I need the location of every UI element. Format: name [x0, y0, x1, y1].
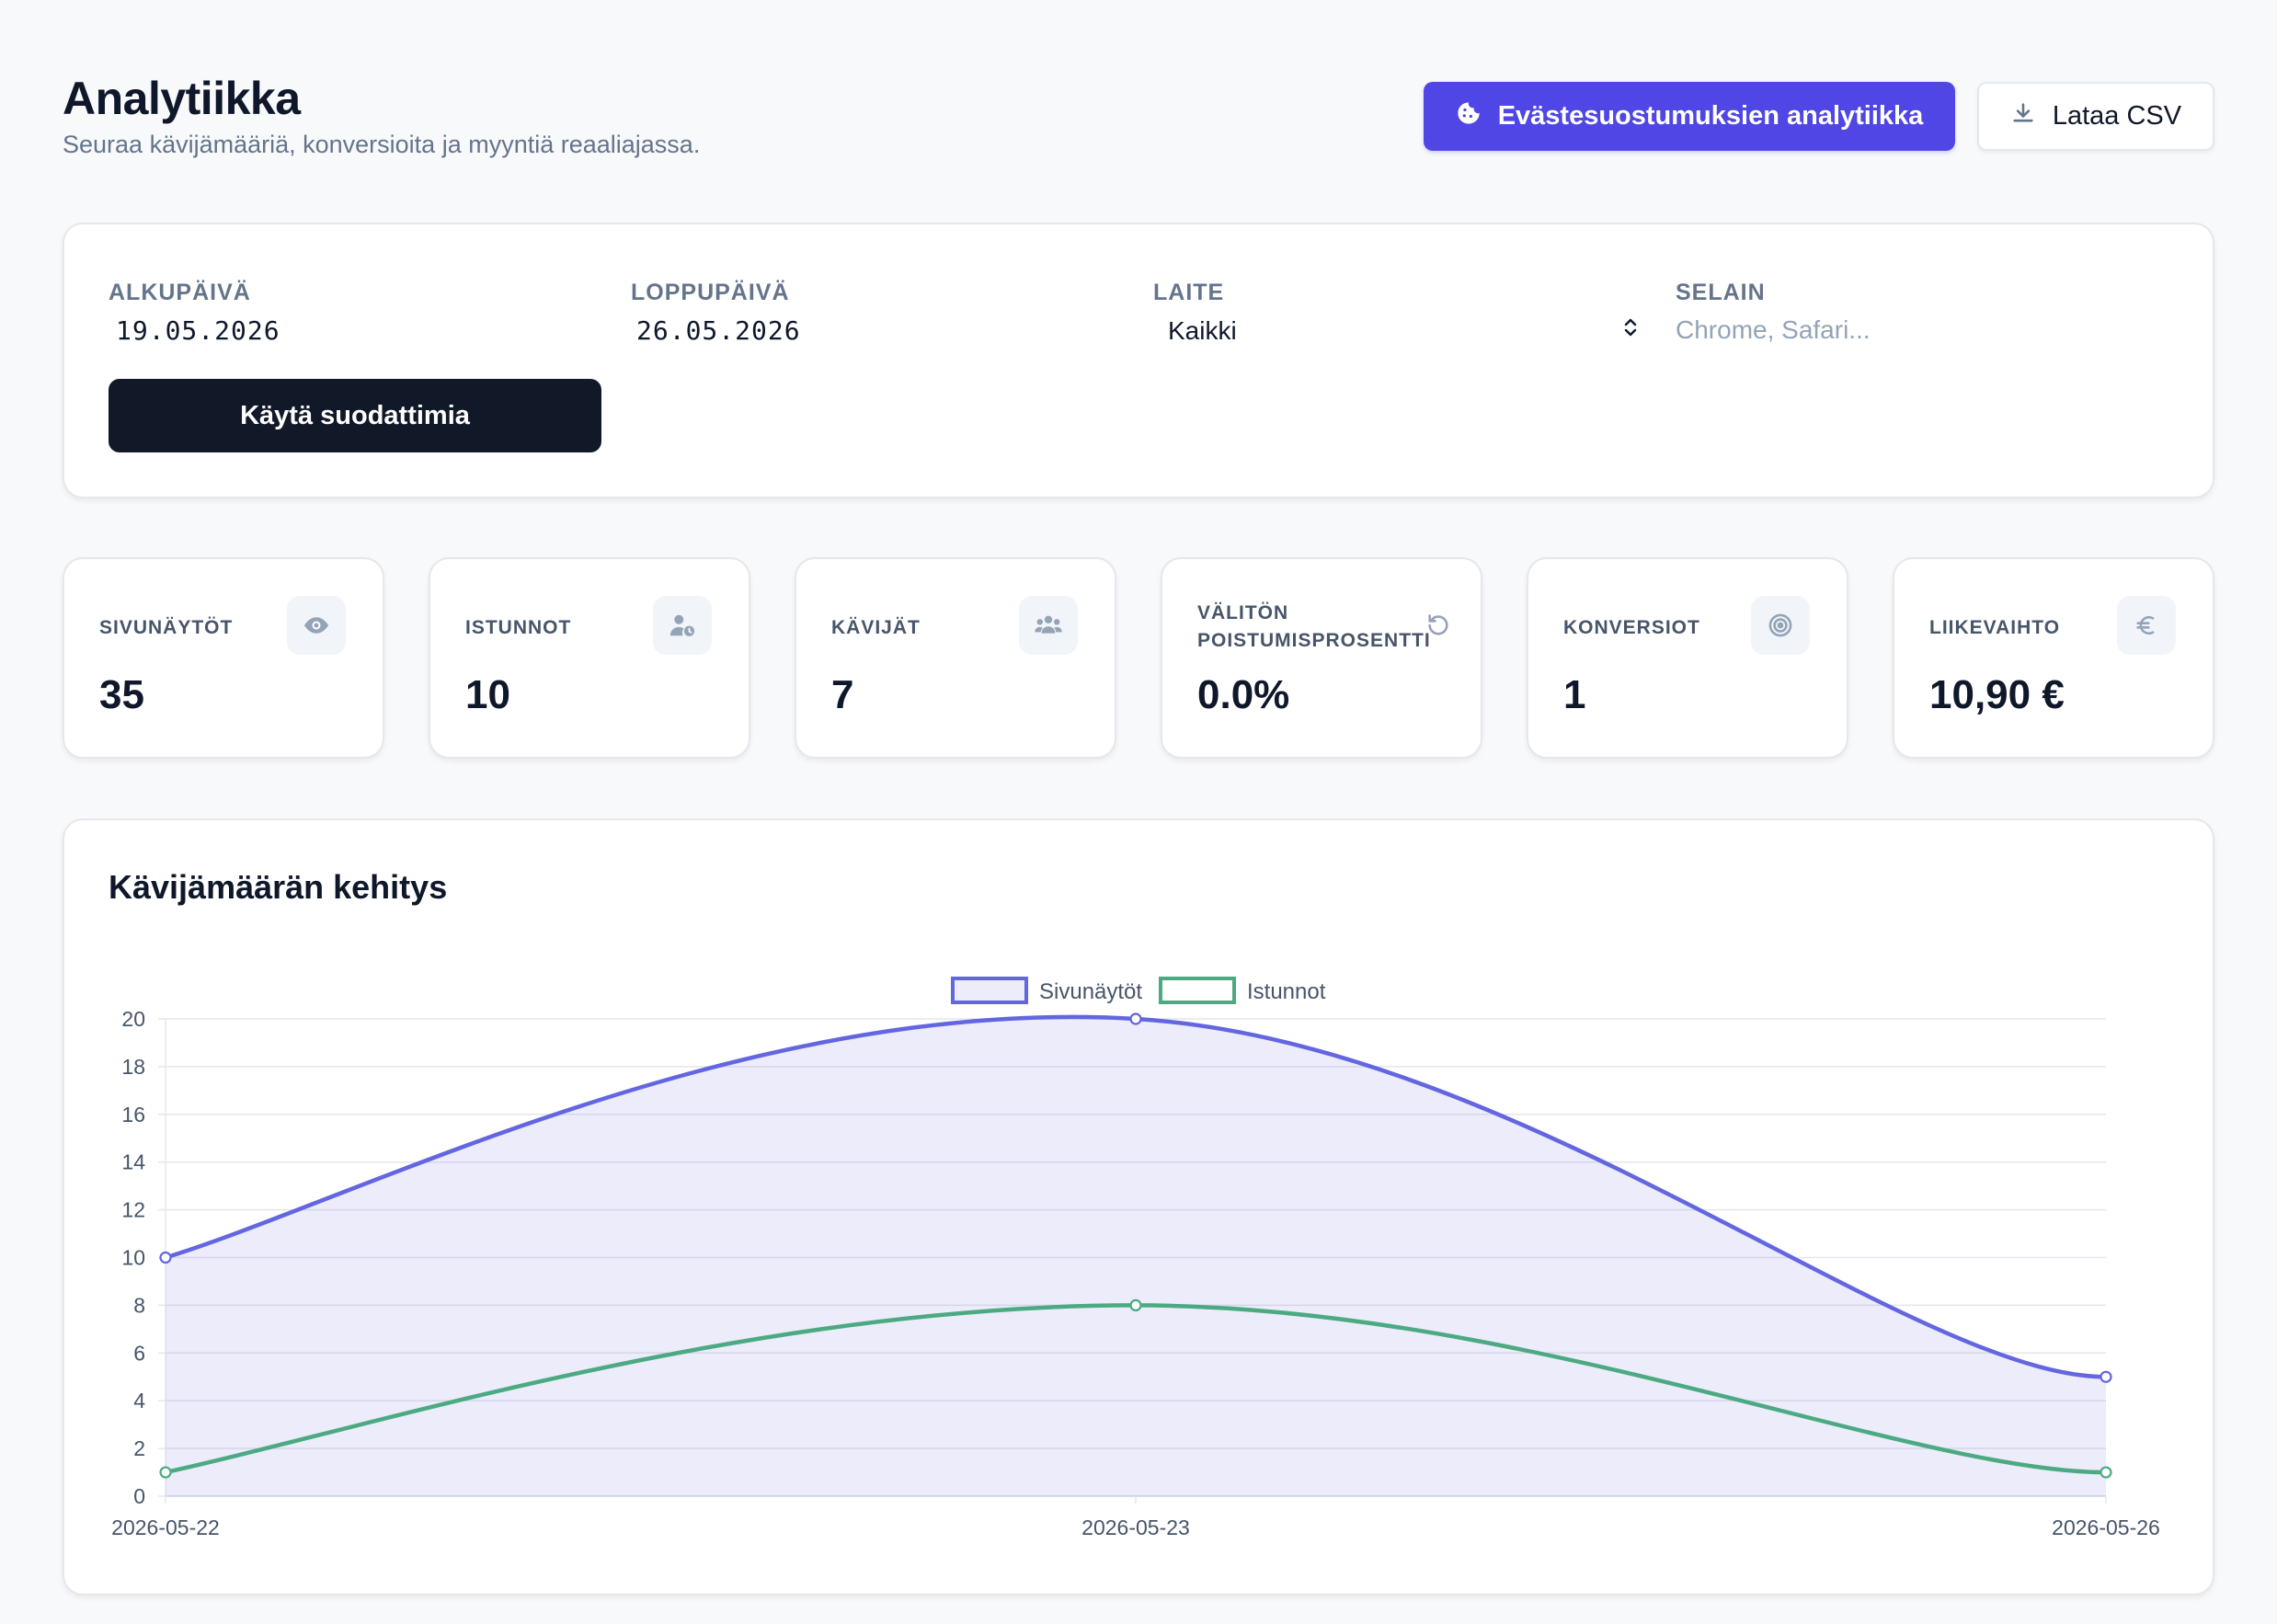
stat-value: 1: [1563, 672, 1586, 717]
y-tick-label: 2: [133, 1436, 145, 1460]
stat-value: 10,90 €: [1929, 672, 2065, 717]
stat-label: SIVUNÄYTÖT: [99, 617, 234, 638]
browser-label: SELAIN: [1676, 280, 1766, 305]
data-point: [2100, 1370, 2112, 1383]
stat-label: LIIKEVAIHTO: [1929, 617, 2061, 638]
y-tick-label: 10: [121, 1246, 145, 1270]
start-date-input[interactable]: 19.05.2026: [116, 315, 280, 346]
stat-value: 35: [99, 672, 144, 717]
y-tick-label: 18: [121, 1055, 145, 1079]
start-date-label: ALKUPÄIVÄ: [109, 280, 251, 305]
download-icon: [2010, 100, 2036, 133]
legend-swatch: [1159, 977, 1236, 1004]
stat-card-pageviews: SIVUNÄYTÖT 35: [63, 557, 384, 759]
cookie-icon: [1456, 100, 1482, 133]
stat-value: 10: [465, 672, 510, 717]
cookie-analytics-button[interactable]: Evästesuostumuksien analytiikka: [1424, 82, 1955, 151]
y-tick-label: 16: [121, 1103, 145, 1127]
stat-card-revenue: LIIKEVAIHTO 10,90 €: [1893, 557, 2214, 759]
x-tick-label: 2026-05-23: [1081, 1515, 1190, 1539]
legend-label: Istunnot: [1247, 979, 1326, 1004]
stat-value: 0.0%: [1197, 672, 1290, 717]
download-csv-button[interactable]: Lataa CSV: [1977, 82, 2214, 151]
device-select-value: Kaikki: [1168, 315, 1237, 345]
data-point: [159, 1466, 172, 1479]
y-tick-label: 8: [133, 1293, 145, 1317]
visitor-trend-chart: 0 2 4 6 8 10 12 14 16 18 20 2026-05-22 2026-05-23 202…: [111, 977, 2160, 1539]
device-select[interactable]: Kaikki: [1153, 315, 1641, 346]
cookie-analytics-label: Evästesuostumuksien analytiikka: [1497, 101, 1924, 131]
stat-label: ISTUNNOT: [465, 617, 572, 638]
end-date-label: LOPPUPÄIVÄ: [631, 280, 790, 305]
y-tick-label: 20: [121, 1007, 145, 1031]
page-subtitle: Seuraa kävijämääriä, konversioita ja myy…: [63, 131, 701, 158]
device-label: LAITE: [1153, 280, 1225, 305]
end-date-filter: LOPPUPÄIVÄ 26.05.2026: [631, 280, 801, 346]
page-title: Analytiikka: [63, 73, 301, 124]
target-icon: [1751, 596, 1810, 655]
users-icon: [1019, 596, 1078, 655]
eye-icon: [287, 596, 346, 655]
stat-label: KONVERSIOT: [1563, 617, 1700, 638]
stat-card-visitors: KÄVIJÄT 7: [795, 557, 1116, 759]
stat-value: 7: [831, 672, 854, 717]
device-filter: LAITE Kaikki: [1153, 280, 1641, 346]
visitor-trend-card: Kävijämäärän kehitys 0 2 4 6 8 10 12 14 16 18 20 20…: [63, 818, 2214, 1595]
stat-label: KÄVIJÄT: [831, 617, 921, 638]
filters-card: ALKUPÄIVÄ 19.05.2026 LOPPUPÄIVÄ 26.05.20…: [63, 223, 2214, 498]
y-tick-label: 0: [133, 1484, 145, 1508]
chart-title: Kävijämäärän kehitys: [109, 868, 448, 906]
page-header: Analytiikka Seuraa kävijämääriä, konvers…: [63, 72, 700, 160]
data-point: [159, 1251, 172, 1264]
stat-card-sessions: ISTUNNOT 10: [429, 557, 750, 759]
x-tick-label: 2026-05-26: [2052, 1515, 2160, 1539]
data-point: [2100, 1466, 2112, 1479]
legend-label: Sivunäytöt: [1039, 979, 1142, 1004]
browser-input[interactable]: Chrome, Safari...: [1676, 315, 1871, 344]
stat-card-conversions: KONVERSIOT 1: [1527, 557, 1848, 759]
y-tick-label: 14: [121, 1150, 145, 1174]
browser-filter: SELAIN Chrome, Safari...: [1676, 280, 1871, 345]
stat-label: VÄLITÖN POISTUMISPROSENTTI: [1197, 602, 1431, 651]
series-area: [166, 1016, 2106, 1496]
y-tick-label: 6: [133, 1341, 145, 1365]
data-point: [1129, 1298, 1142, 1312]
start-date-filter: ALKUPÄIVÄ 19.05.2026: [109, 280, 280, 346]
rotate-left-icon: [1420, 596, 1457, 655]
stat-card-bounce-rate: VÄLITÖN POISTUMISPROSENTTI 0.0%: [1161, 557, 1482, 759]
user-clock-icon: [653, 596, 712, 655]
x-tick-label: 2026-05-22: [111, 1515, 220, 1539]
y-tick-label: 12: [121, 1198, 145, 1222]
apply-filters-button[interactable]: Käytä suodattimia: [109, 379, 601, 452]
chevron-up-down-icon: [1620, 315, 1641, 346]
download-csv-label: Lataa CSV: [2052, 101, 2182, 131]
legend-swatch: [951, 977, 1028, 1004]
y-tick-label: 4: [133, 1389, 145, 1412]
data-point: [1129, 1012, 1142, 1025]
end-date-input[interactable]: 26.05.2026: [636, 315, 801, 346]
euro-icon: [2117, 596, 2176, 655]
